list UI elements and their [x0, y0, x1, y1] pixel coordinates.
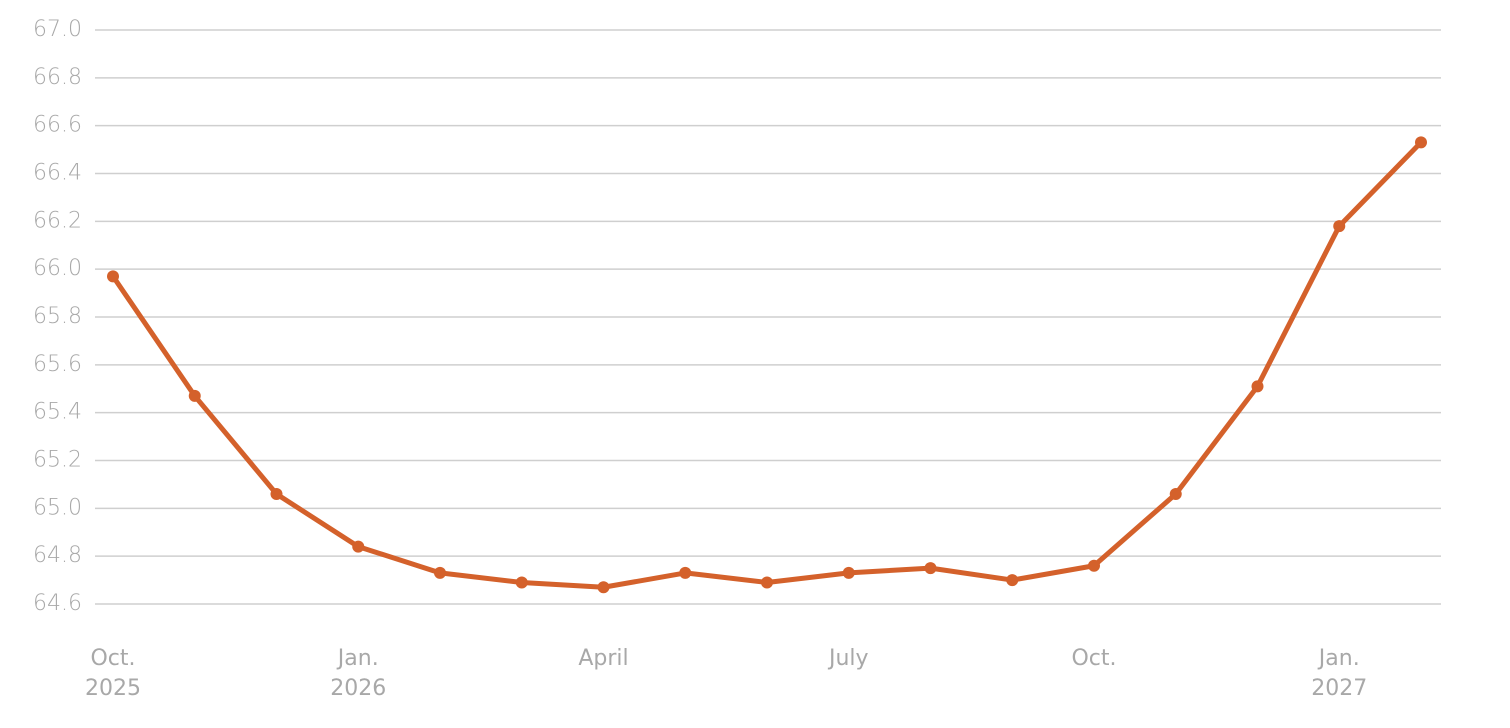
data-point [107, 270, 119, 283]
y-tick-label: 66.8 [33, 65, 82, 90]
data-point [1088, 559, 1100, 572]
data-point [1251, 380, 1264, 393]
y-tick-label: 64.6 [33, 591, 82, 616]
y-tick-label: 65.6 [33, 352, 82, 377]
y-tick-label: 66.2 [33, 208, 82, 233]
data-point [761, 576, 773, 589]
y-tick-label: 65.0 [33, 495, 82, 520]
x-tick-label: Jan. 2027 [1311, 646, 1368, 701]
y-tick-label: 65.8 [33, 304, 82, 329]
data-point [1333, 220, 1346, 233]
y-tick-label: 65.2 [33, 448, 82, 473]
data-point [597, 581, 610, 594]
x-tick-label: Oct. [1071, 646, 1117, 671]
data-point [924, 562, 937, 575]
data-point [515, 576, 528, 589]
data-point [434, 566, 446, 579]
data-point [1415, 136, 1427, 149]
y-tick-label: 66.4 [33, 161, 82, 186]
x-tick-label: Jan. 2026 [330, 646, 387, 701]
data-point [270, 487, 283, 500]
data-point [352, 540, 365, 553]
x-tick-label: July [828, 646, 869, 671]
data-point [842, 566, 855, 579]
x-tick-label: Oct. 2025 [85, 646, 141, 701]
y-tick-label: 67.0 [33, 17, 82, 42]
y-tick-label: 65.4 [33, 400, 82, 425]
data-point [188, 389, 201, 402]
x-tick-label: April [578, 646, 629, 671]
data-point [679, 566, 692, 579]
data-point [1006, 574, 1019, 587]
y-tick-label: 66.6 [33, 113, 82, 138]
y-tick-label: 66.0 [33, 256, 82, 281]
y-tick-label: 64.8 [33, 543, 82, 568]
data-point [1169, 487, 1182, 500]
